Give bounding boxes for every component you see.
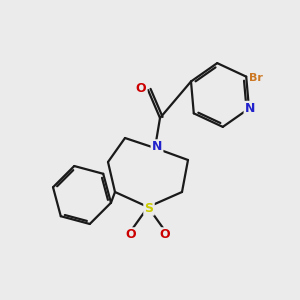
Text: S: S xyxy=(145,202,154,214)
Text: O: O xyxy=(126,229,136,242)
Text: Br: Br xyxy=(249,73,263,82)
Text: N: N xyxy=(152,140,162,154)
Text: O: O xyxy=(136,82,146,95)
Text: O: O xyxy=(160,229,170,242)
Text: N: N xyxy=(245,102,255,115)
